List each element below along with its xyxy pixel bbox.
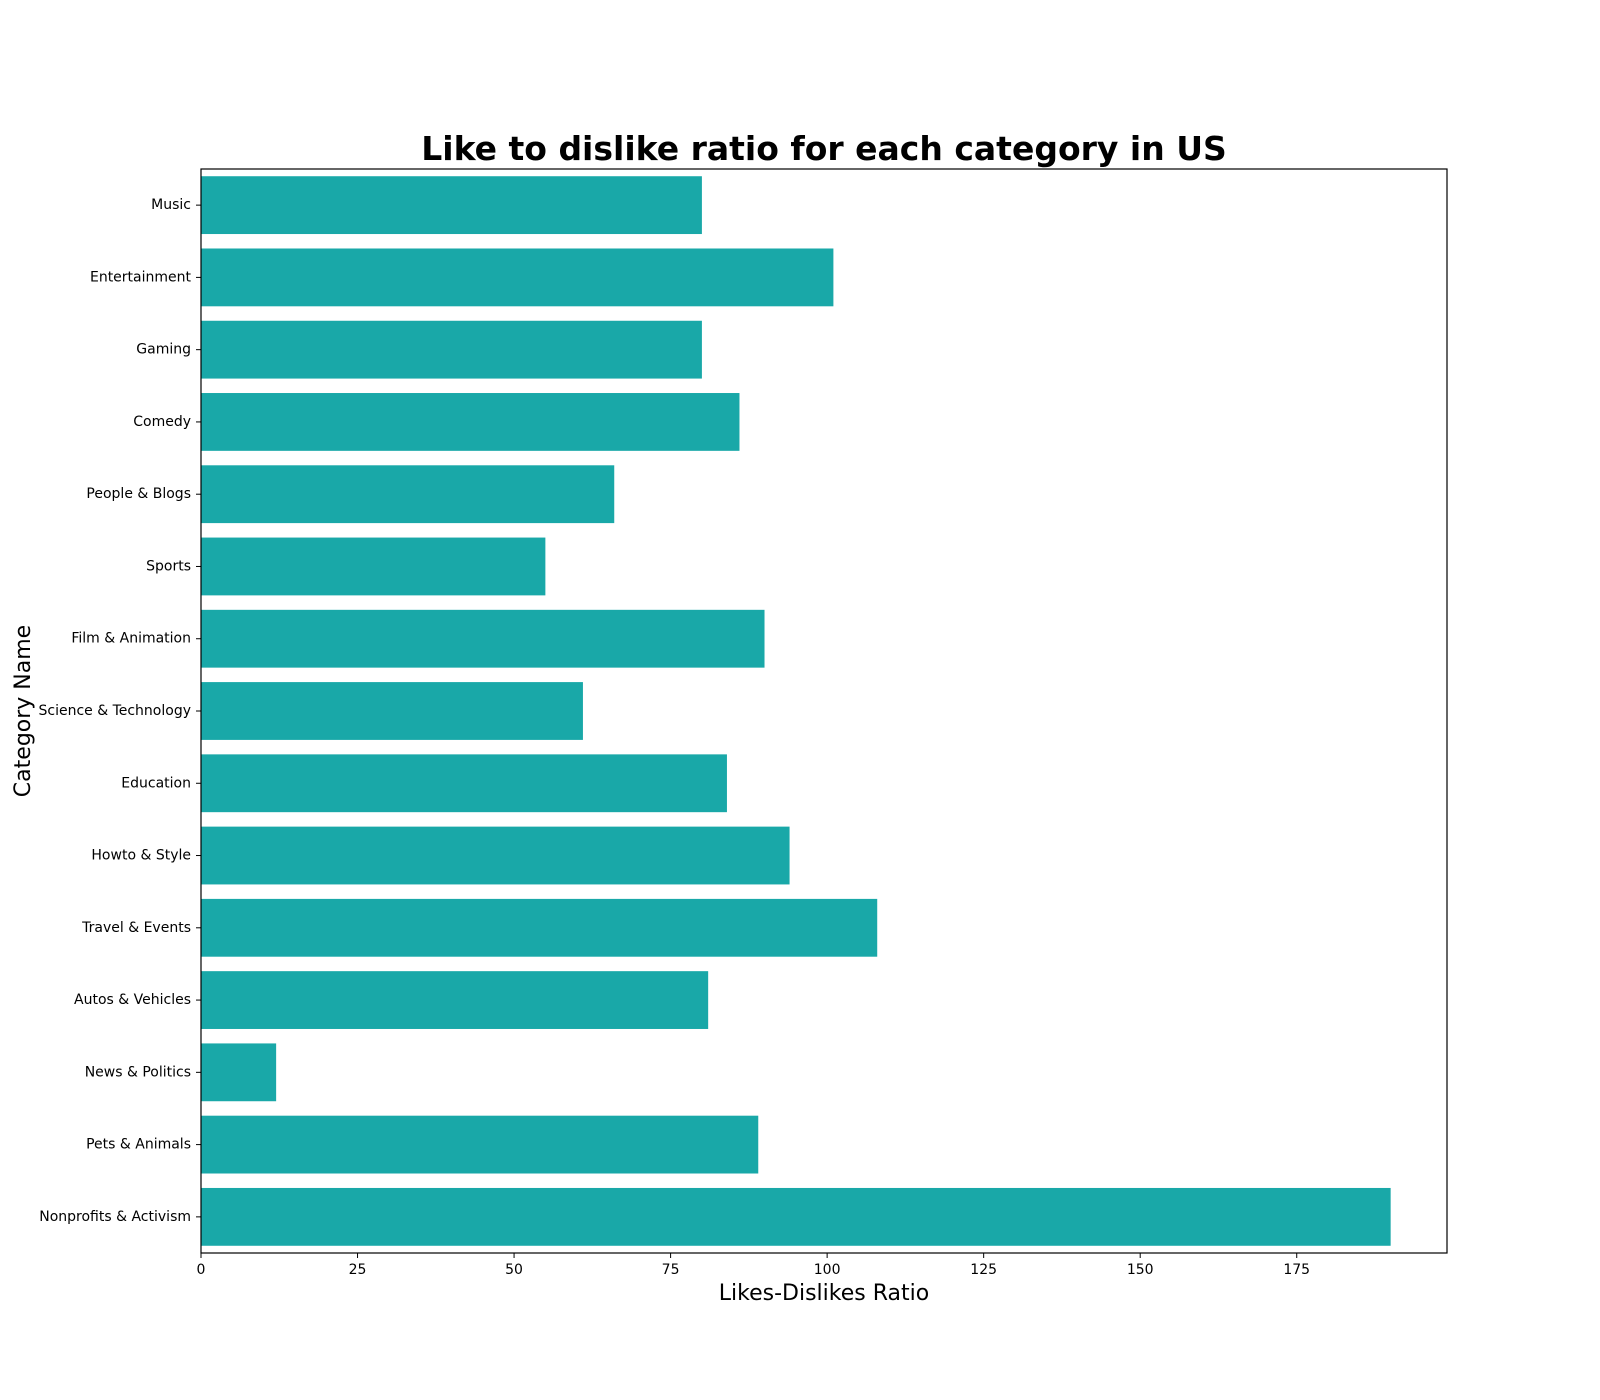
y-tick-label: Entertainment [90, 269, 192, 285]
bar-pets-animals [201, 1115, 759, 1174]
x-tick-label: 150 [1127, 1262, 1154, 1278]
bar-sports [201, 537, 546, 596]
y-tick-label: Film & Animation [71, 631, 191, 647]
bar-travel-events [201, 898, 878, 957]
x-tick-label: 175 [1283, 1262, 1310, 1278]
x-tick-label: 0 [197, 1262, 206, 1278]
y-tick-label: Science & Technology [38, 703, 191, 719]
y-tick-label: Travel & Events [81, 920, 191, 936]
y-tick-label: Comedy [133, 414, 191, 430]
bar-nonprofits-activism [201, 1187, 1391, 1246]
bar-entertainment [201, 248, 834, 307]
y-tick-label: Pets & Animals [86, 1137, 191, 1153]
x-tick-label: 50 [505, 1262, 523, 1278]
x-tick-label: 75 [662, 1262, 680, 1278]
bar-autos-vehicles [201, 971, 709, 1029]
x-tick-label: 125 [970, 1262, 997, 1278]
y-tick-label: Education [121, 775, 191, 791]
y-tick-label: News & Politics [85, 1064, 191, 1080]
x-tick-label: 25 [349, 1262, 367, 1278]
y-tick-label: Music [151, 197, 191, 213]
bar-gaming [201, 320, 702, 379]
bar-howto-style [201, 826, 790, 885]
y-axis-label: Category Name [11, 625, 36, 797]
bar-education [201, 754, 727, 813]
y-tick-label: Howto & Style [91, 848, 191, 864]
bar-comedy [201, 393, 740, 451]
x-axis-ticks: 0 25 50 75 100 125 150 175 [197, 1253, 1310, 1278]
y-axis-ticks: Music Entertainment Gaming Comedy People & B… [38, 197, 201, 1225]
x-tick-label: 100 [814, 1262, 841, 1278]
y-tick-label: People & Blogs [86, 486, 191, 502]
y-tick-label: Sports [146, 558, 191, 574]
bar-news-politics [201, 1043, 277, 1102]
chart-title: Like to dislike ratio for each category … [421, 129, 1227, 168]
y-tick-label: Autos & Vehicles [74, 992, 191, 1008]
x-axis-label: Likes-Dislikes Ratio [719, 1281, 929, 1306]
plot-frame [200, 168, 1448, 1254]
bar-science-technology [201, 682, 583, 740]
bars-group [201, 176, 1391, 1246]
y-tick-label: Gaming [136, 342, 191, 358]
bar-film-animation [201, 609, 765, 668]
y-tick-label: Nonprofits & Activism [39, 1209, 191, 1225]
bar-people-blogs [201, 465, 615, 524]
bar-music [201, 176, 702, 235]
